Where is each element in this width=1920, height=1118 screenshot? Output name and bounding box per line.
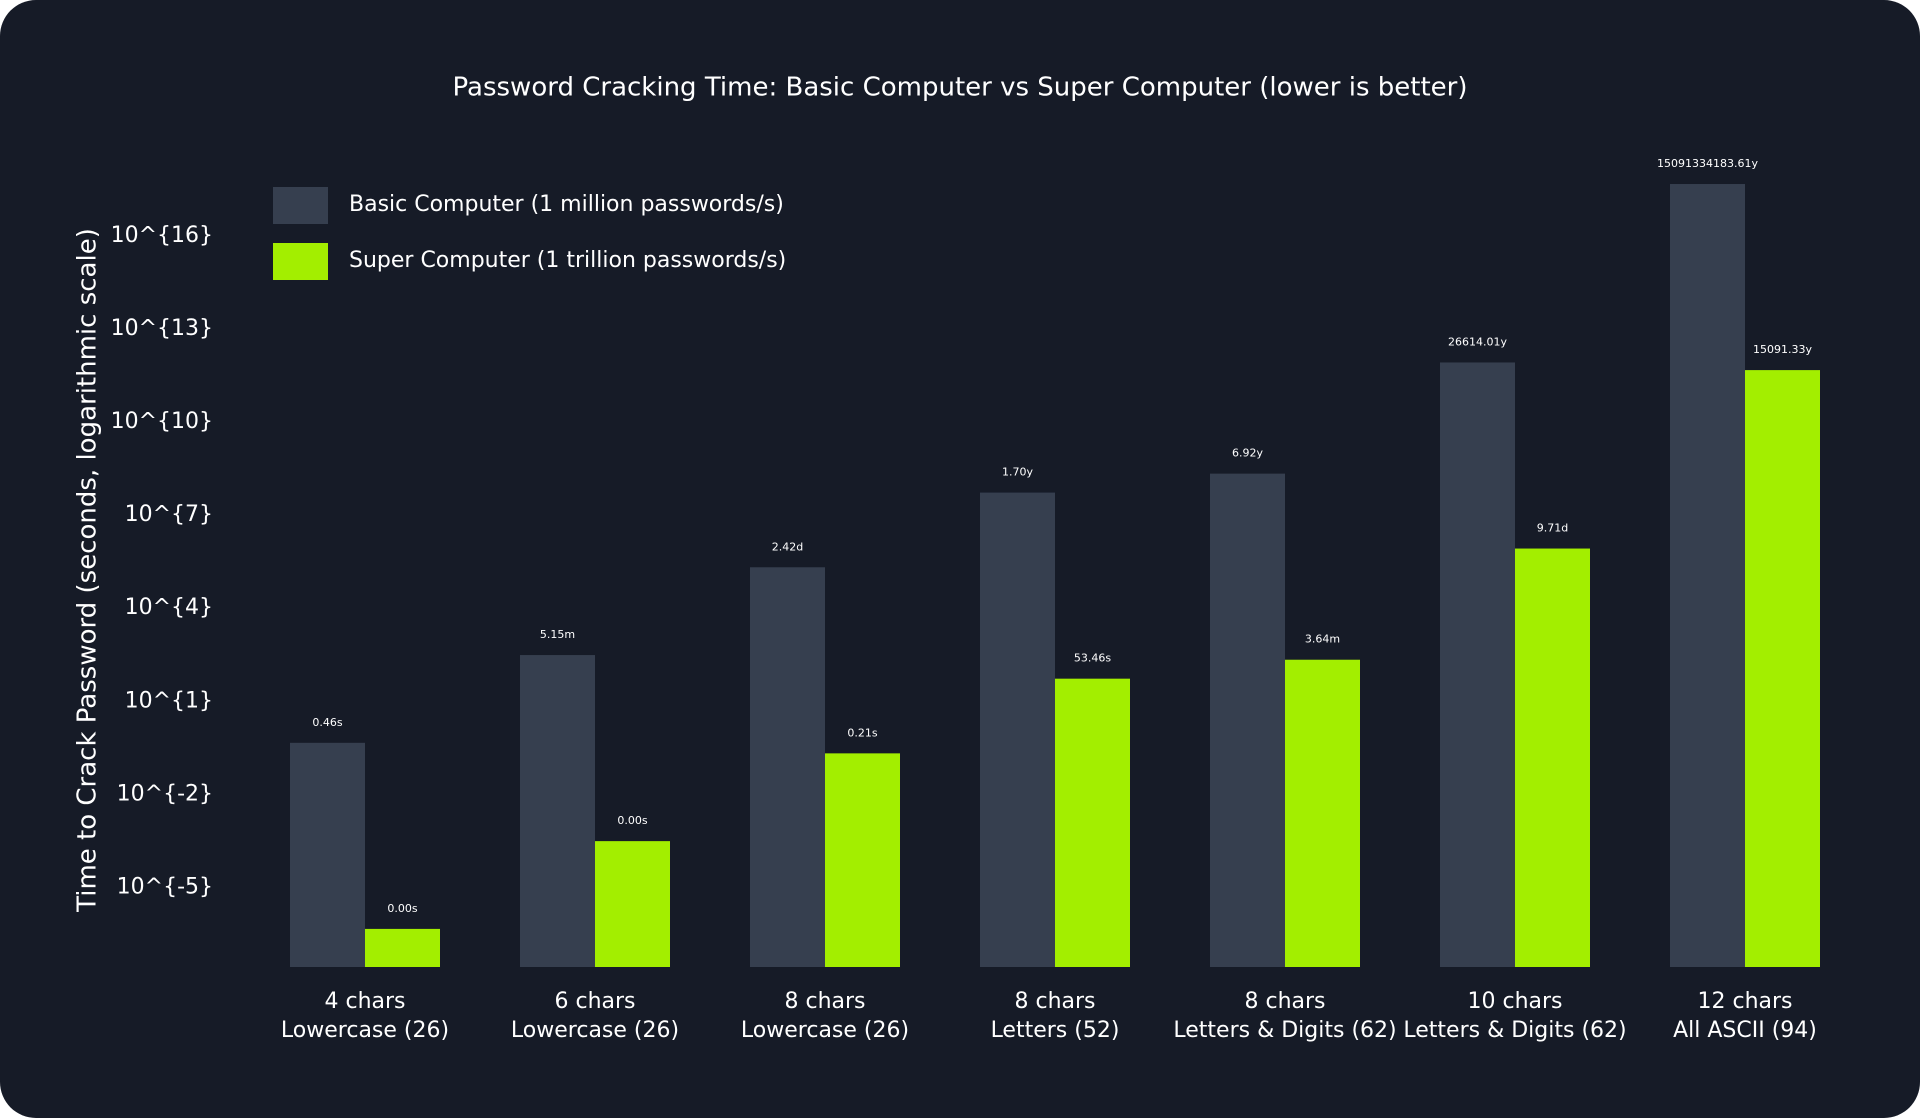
x-tick-label: Letters (52)	[991, 1018, 1120, 1043]
x-tick-label: 6 chars	[554, 989, 635, 1014]
y-tick-label: 10^{7}	[125, 502, 213, 527]
legend-swatch	[273, 187, 328, 224]
value-label: 15091334183.61y	[1657, 157, 1758, 170]
value-label: 0.21s	[847, 726, 877, 739]
x-tick-label: 10 chars	[1467, 989, 1562, 1014]
value-label: 6.92y	[1232, 447, 1263, 460]
value-label: 53.46s	[1074, 652, 1111, 665]
bar	[825, 753, 900, 967]
bar	[980, 492, 1055, 967]
x-tick-label: Letters & Digits (62)	[1403, 1018, 1626, 1043]
value-label: 9.71d	[1537, 522, 1568, 535]
bar	[365, 928, 440, 967]
y-tick-label: 10^{4}	[125, 595, 213, 620]
bar	[1210, 473, 1285, 967]
y-axis-label: Time to Crack Password (seconds, logarit…	[73, 228, 103, 913]
value-label: 5.15m	[540, 628, 575, 641]
value-label: 26614.01y	[1448, 335, 1507, 348]
bar	[1515, 548, 1590, 967]
legend-label: Super Computer (1 trillion passwords/s)	[349, 248, 786, 273]
y-tick-label: 10^{16}	[111, 223, 213, 248]
bar	[1440, 362, 1515, 967]
y-tick-label: 10^{1}	[125, 688, 213, 713]
x-tick-label: Lowercase (26)	[281, 1018, 449, 1043]
y-tick-label: 10^{-5}	[117, 874, 213, 899]
value-label: 2.42d	[772, 540, 803, 553]
x-tick-label: 8 chars	[784, 989, 865, 1014]
bar	[595, 841, 670, 967]
x-tick-label: All ASCII (94)	[1673, 1018, 1817, 1043]
x-tick-label: 8 chars	[1014, 989, 1095, 1014]
x-tick-label: 12 chars	[1697, 989, 1792, 1014]
chart-title: Password Cracking Time: Basic Computer v…	[453, 73, 1468, 103]
x-tick-label: Letters & Digits (62)	[1173, 1018, 1396, 1043]
bar	[520, 655, 595, 967]
legend-label: Basic Computer (1 million passwords/s)	[349, 192, 784, 217]
value-label: 1.70y	[1002, 466, 1033, 479]
y-tick-label: 10^{13}	[111, 316, 213, 341]
bar	[290, 742, 365, 967]
value-label: 3.64m	[1305, 633, 1340, 646]
value-label: 15091.33y	[1753, 343, 1812, 356]
x-tick-label: Lowercase (26)	[511, 1018, 679, 1043]
bar	[1745, 370, 1820, 968]
y-tick-label: 10^{-2}	[117, 781, 213, 806]
legend-swatch	[273, 243, 328, 280]
bar	[750, 567, 825, 967]
bar	[1285, 659, 1360, 967]
x-tick-label: Lowercase (26)	[741, 1018, 909, 1043]
value-label: 0.00s	[617, 814, 647, 827]
bar	[1055, 678, 1130, 967]
x-tick-label: 4 chars	[324, 989, 405, 1014]
value-label: 0.46s	[312, 716, 342, 729]
bar	[1670, 184, 1745, 968]
y-tick-label: 10^{10}	[111, 409, 213, 434]
x-tick-label: 8 chars	[1244, 989, 1325, 1014]
value-label: 0.00s	[387, 902, 417, 915]
